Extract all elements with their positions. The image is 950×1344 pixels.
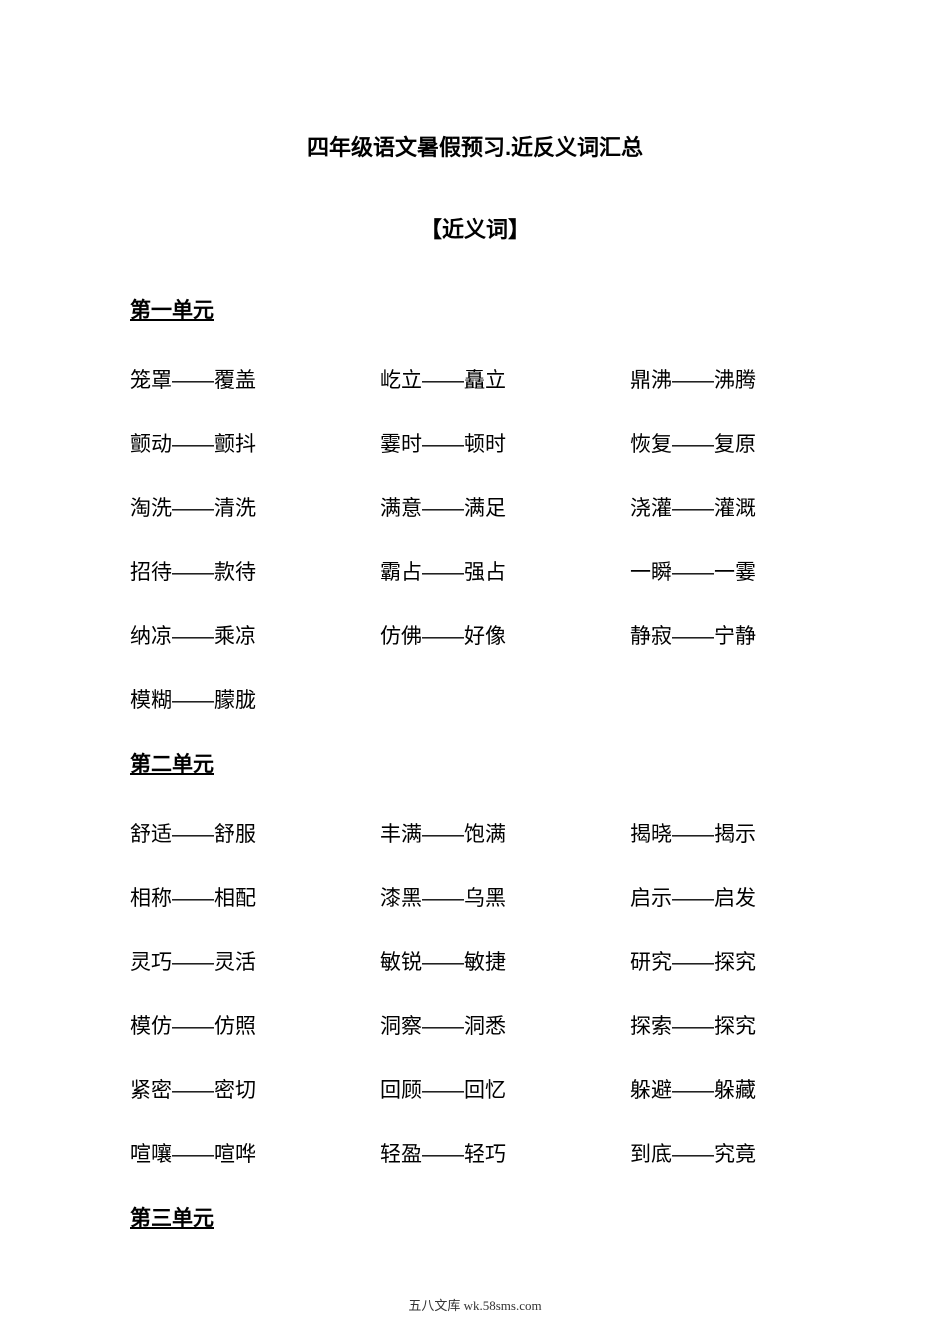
- word-row: 招待——款待霸占——强占一瞬——一霎: [130, 556, 820, 586]
- word-pair: 启示——启发: [630, 882, 756, 912]
- word-pair: 漆黑——乌黑: [380, 882, 630, 912]
- word-pair: 满意——满足: [380, 492, 630, 522]
- word-pair: 淘洗——清洗: [130, 492, 380, 522]
- word-pair: [380, 684, 630, 714]
- word-pair: 探索——探究: [630, 1010, 756, 1040]
- word-pair: 丰满——饱满: [380, 818, 630, 848]
- unit-header: 第一单元: [130, 294, 820, 324]
- word-row: 灵巧——灵活敏锐——敏捷研究——探究: [130, 946, 820, 976]
- word-row: 相称——相配漆黑——乌黑启示——启发: [130, 882, 820, 912]
- word-pair: 霎时——顿时: [380, 428, 630, 458]
- word-pair: 颤动——颤抖: [130, 428, 380, 458]
- word-row: 舒适——舒服丰满——饱满揭晓——揭示: [130, 818, 820, 848]
- page-footer: 五八文库 wk.58sms.com: [0, 1295, 950, 1314]
- word-row: 颤动——颤抖霎时——顿时恢复——复原: [130, 428, 820, 458]
- word-pair: 灵巧——灵活: [130, 946, 380, 976]
- word-pair: 揭晓——揭示: [630, 818, 756, 848]
- word-pair: 静寂——宁静: [630, 620, 756, 650]
- word-row: 喧嚷——喧哗轻盈——轻巧到底——究竟: [130, 1138, 820, 1168]
- word-pair: 相称——相配: [130, 882, 380, 912]
- word-pair: 恢复——复原: [630, 428, 756, 458]
- word-pair: 回顾——回忆: [380, 1074, 630, 1104]
- page-title: 四年级语文暑假预习.近反义词汇总: [130, 130, 820, 162]
- section-subtitle: 【近义词】: [130, 212, 820, 244]
- word-row: 纳凉——乘凉仿佛——好像静寂——宁静: [130, 620, 820, 650]
- word-pair: 轻盈——轻巧: [380, 1138, 630, 1168]
- word-pair: 到底——究竟: [630, 1138, 756, 1168]
- word-pair: 紧密——密切: [130, 1074, 380, 1104]
- word-row: 笼罩——覆盖屹立——矗立鼎沸——沸腾: [130, 364, 820, 394]
- word-row: 淘洗——清洗满意——满足浇灌——灌溉: [130, 492, 820, 522]
- word-pair: 鼎沸——沸腾: [630, 364, 756, 394]
- word-pair: 模仿——仿照: [130, 1010, 380, 1040]
- word-pair: 屹立——矗立: [380, 364, 630, 394]
- word-pair: 仿佛——好像: [380, 620, 630, 650]
- word-pair: 纳凉——乘凉: [130, 620, 380, 650]
- word-pair: 洞察——洞悉: [380, 1010, 630, 1040]
- word-pair: 霸占——强占: [380, 556, 630, 586]
- word-row: 模糊——朦胧: [130, 684, 820, 714]
- word-row: 紧密——密切回顾——回忆躲避——躲藏: [130, 1074, 820, 1104]
- word-pair: 笼罩——覆盖: [130, 364, 380, 394]
- word-pair: 敏锐——敏捷: [380, 946, 630, 976]
- word-pair: 浇灌——灌溉: [630, 492, 756, 522]
- word-pair: 一瞬——一霎: [630, 556, 756, 586]
- unit-header: 第三单元: [130, 1202, 820, 1232]
- unit-header: 第二单元: [130, 748, 820, 778]
- word-pair: 研究——探究: [630, 946, 756, 976]
- word-pair: 喧嚷——喧哗: [130, 1138, 380, 1168]
- word-pair: 躲避——躲藏: [630, 1074, 756, 1104]
- word-pair: 舒适——舒服: [130, 818, 380, 848]
- content-container: 第一单元笼罩——覆盖屹立——矗立鼎沸——沸腾颤动——颤抖霎时——顿时恢复——复原…: [130, 294, 820, 1232]
- word-row: 模仿——仿照洞察——洞悉探索——探究: [130, 1010, 820, 1040]
- word-pair: 模糊——朦胧: [130, 684, 380, 714]
- word-pair: 招待——款待: [130, 556, 380, 586]
